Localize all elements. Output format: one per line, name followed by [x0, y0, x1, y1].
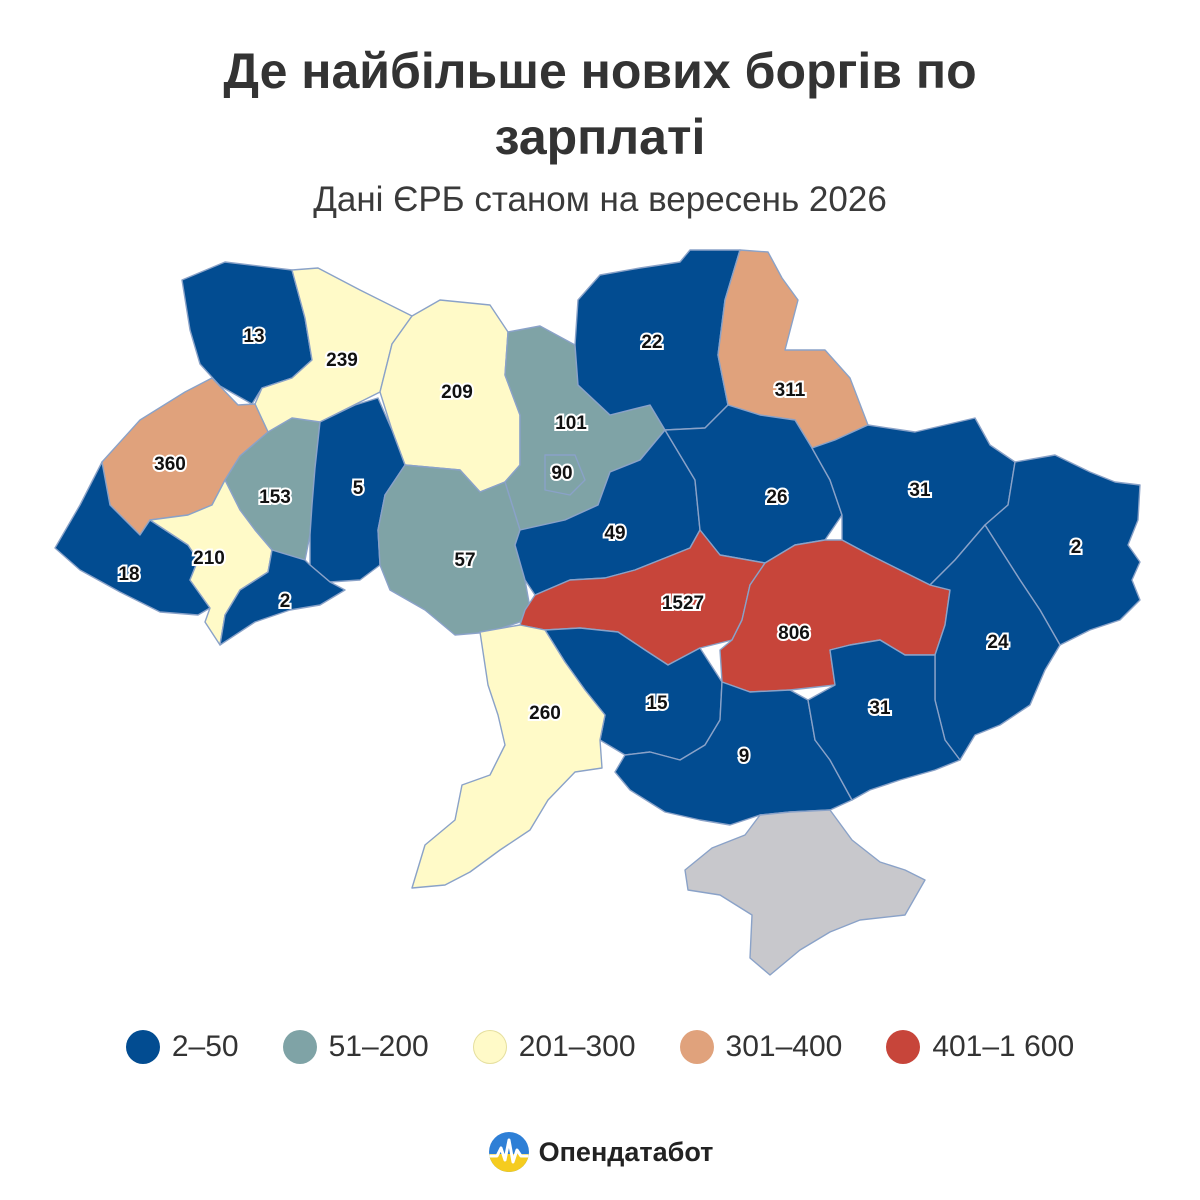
region-value-label: 26 — [766, 487, 787, 508]
region-value-label: 360 — [154, 454, 186, 475]
region-value-label: 153 — [259, 487, 291, 508]
region-value-label: 311 — [775, 380, 806, 401]
legend-item: 301–400 — [679, 1030, 843, 1064]
region-crimea — [684, 809, 926, 976]
region-value-label: 57 — [454, 550, 475, 571]
brand: Опендатабот — [0, 1130, 1200, 1174]
legend-item: 201–300 — [472, 1030, 636, 1064]
chart-title: Де найбільше нових боргів по зарплаті — [0, 38, 1200, 170]
region-value-label: 260 — [529, 703, 561, 724]
region-value-label: 90 — [551, 463, 572, 484]
legend-label-3: 201–300 — [518, 1030, 636, 1063]
region-chernivetska — [219, 549, 346, 646]
legend-label-2: 51–200 — [328, 1030, 429, 1063]
legend-label-1: 2–50 — [171, 1030, 239, 1063]
region-value-label: 9 — [739, 746, 750, 767]
legend-item: 401–1 600 — [886, 1030, 1074, 1064]
legend-label-5: 401–1 600 — [932, 1030, 1075, 1063]
title-line-2: зарплаті — [494, 109, 706, 165]
legend-swatch-3 — [472, 1030, 507, 1064]
region-kyiv-city — [544, 454, 586, 496]
region-value-label: 24 — [987, 632, 1009, 653]
legend-swatch-5 — [886, 1030, 921, 1064]
legend-swatch-4 — [679, 1030, 714, 1064]
region-zaporizka — [807, 639, 961, 801]
region-value-label: 31 — [909, 480, 931, 501]
legend-swatch-2 — [282, 1030, 317, 1064]
region-value-label: 1527 — [662, 593, 704, 614]
region-value-label: 210 — [193, 548, 225, 569]
legend-item: 51–200 — [282, 1030, 429, 1064]
legend: 2–50 51–200 201–300 301–400 401–1 600 — [0, 1030, 1200, 1064]
region-value-label: 101 — [555, 413, 587, 434]
opendatabot-logo-icon — [488, 1132, 529, 1172]
region-value-label: 2 — [280, 591, 291, 612]
region-donetska — [929, 524, 1061, 761]
region-value-label: 22 — [641, 332, 662, 353]
chart-subtitle: Дані ЄРБ станом на вересень 2026 — [313, 180, 887, 219]
legend-label-4: 301–400 — [725, 1030, 843, 1063]
region-value-label: 49 — [604, 523, 625, 544]
region-value-label: 31 — [869, 698, 891, 719]
region-labels: 13 239 209 101 90 22 311 360 153 5 57 49 26 31 2 18 210 2… — [116, 324, 1083, 769]
region-value-label: 806 — [778, 623, 810, 644]
legend-swatch-1 — [125, 1030, 160, 1064]
region-value-label: 18 — [118, 564, 139, 585]
region-value-label: 2 — [1071, 537, 1082, 558]
region-vinnytska — [377, 464, 531, 636]
region-value-label: 15 — [646, 693, 668, 714]
brand-name: Опендатабот — [538, 1136, 714, 1167]
region-value-label: 209 — [441, 382, 473, 403]
region-value-label: 13 — [243, 326, 264, 347]
region-value-label: 5 — [353, 478, 364, 499]
title-line-1: Де найбільше нових боргів по — [223, 43, 977, 99]
region-value-label: 239 — [326, 350, 358, 371]
region-odeska — [411, 624, 606, 889]
legend-item: 2–50 — [125, 1030, 239, 1064]
